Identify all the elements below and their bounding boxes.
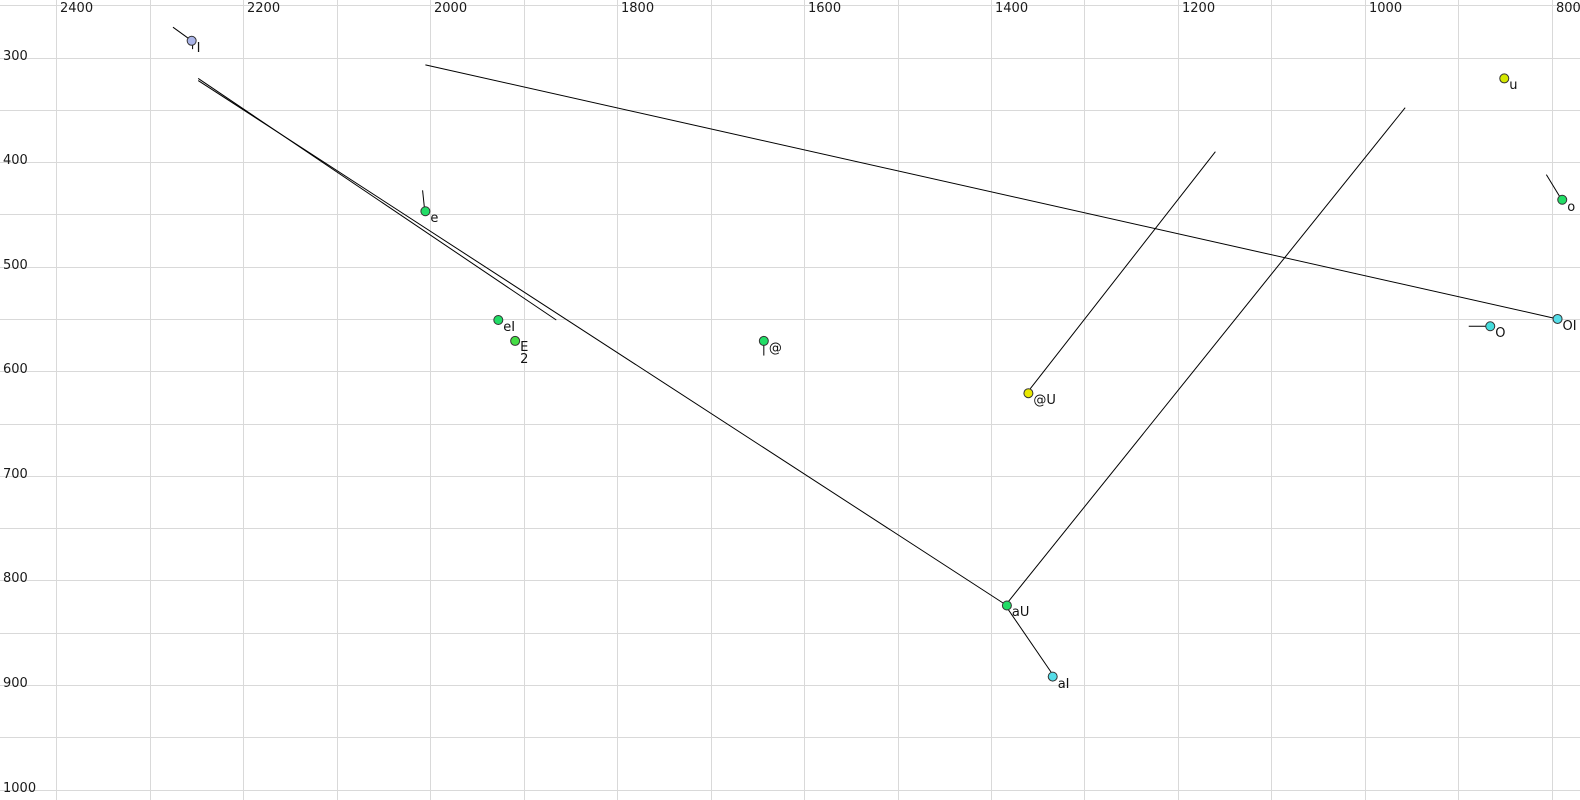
data-point-u[interactable] [1499,73,1510,84]
data-point-o[interactable] [1557,194,1568,205]
data-point-aI[interactable] [1047,671,1058,682]
data-point-e[interactable] [420,206,431,217]
data-point-E2[interactable] [510,335,521,346]
line-o-tail [1545,174,1561,198]
data-point-@[interactable] [758,335,769,346]
data-point-aU[interactable] [1001,600,1012,611]
data-point-I[interactable] [186,35,197,46]
line-atU-up [1028,151,1216,392]
line-long-B [425,64,1558,320]
data-point-OI[interactable] [1552,313,1563,324]
line-long-A [197,78,557,321]
data-point-@U[interactable] [1023,388,1034,399]
line-e-stem [422,190,425,209]
data-point-O[interactable] [1485,321,1496,332]
line-long-C [197,80,1008,606]
data-point-eI[interactable] [493,315,504,325]
line-aU-down [1006,607,1054,675]
line-aU-up [1006,107,1406,604]
line-I-tail [172,26,190,40]
